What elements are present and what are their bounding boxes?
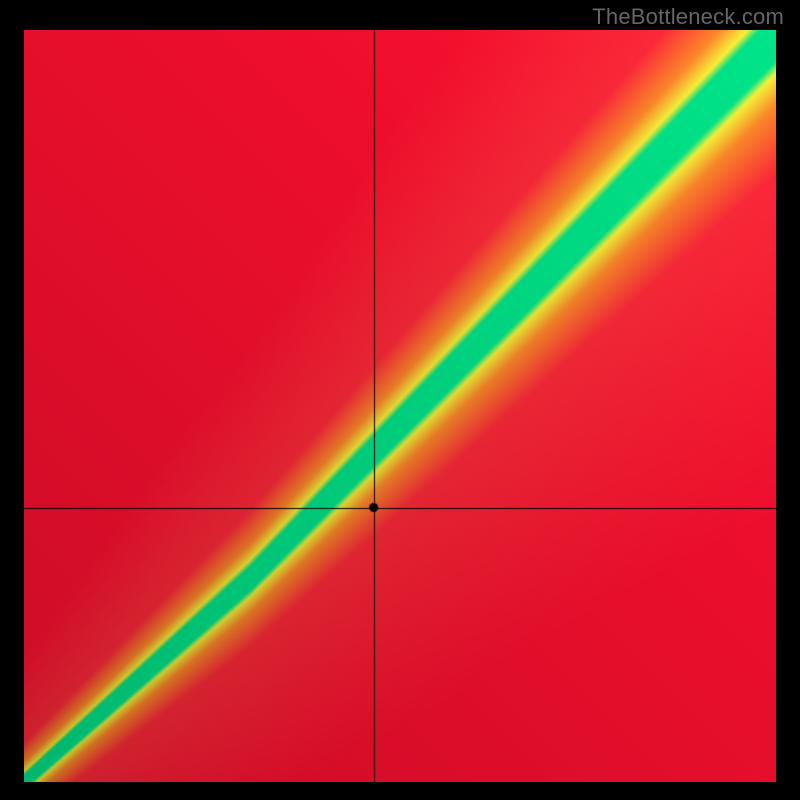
chart-container: TheBottleneck.com — [0, 0, 800, 800]
bottleneck-heatmap — [24, 30, 776, 782]
watermark-text: TheBottleneck.com — [592, 4, 784, 30]
